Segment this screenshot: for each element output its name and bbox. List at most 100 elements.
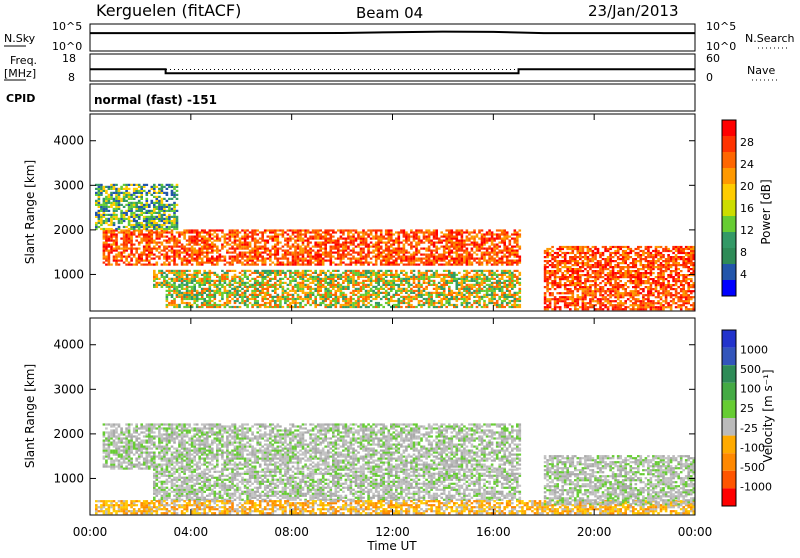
power-cells-cell bbox=[488, 238, 491, 240]
power-cells-cell bbox=[544, 250, 547, 252]
power-cells-cell bbox=[473, 274, 476, 276]
power-cells-cell bbox=[211, 300, 214, 302]
power-cells-cell bbox=[261, 236, 264, 238]
power-cells-cell bbox=[413, 258, 416, 260]
power-cells-cell bbox=[476, 284, 479, 286]
power-cells-cell bbox=[309, 278, 312, 280]
power-cells-cell bbox=[587, 250, 590, 252]
power-cells-cell bbox=[254, 254, 257, 256]
power-cells-cell bbox=[191, 252, 194, 254]
power-cells-cell bbox=[461, 248, 464, 250]
power-cells-cell bbox=[221, 280, 224, 282]
power-cells-cell bbox=[478, 296, 481, 298]
power-cells-cell bbox=[574, 308, 577, 310]
power-cells-cell bbox=[166, 206, 169, 208]
nsky-label: N.Sky bbox=[4, 32, 36, 45]
power-cells-cell bbox=[264, 252, 267, 254]
power-cells-cell bbox=[448, 292, 451, 294]
power-cells-cell bbox=[292, 294, 295, 296]
power-cells-cell bbox=[456, 242, 459, 244]
power-cells-cell bbox=[259, 292, 262, 294]
power-cells-cell bbox=[501, 264, 504, 266]
power-cells-cell bbox=[362, 274, 365, 276]
power-cells-cell bbox=[514, 240, 517, 242]
power-cells-cell bbox=[415, 236, 418, 238]
power-cells-cell bbox=[140, 226, 143, 228]
power-cells-cell bbox=[176, 240, 179, 242]
power-cells-cell bbox=[166, 240, 169, 242]
power-cells-cell bbox=[143, 224, 146, 226]
power-cells-cell bbox=[322, 242, 325, 244]
power-cells-cell bbox=[168, 292, 171, 294]
power-cells-cell bbox=[125, 229, 128, 231]
power-cells-cell bbox=[503, 300, 506, 302]
power-cells-cell bbox=[125, 242, 128, 244]
power-cells-cell bbox=[415, 258, 418, 260]
power-cells-cell bbox=[244, 242, 247, 244]
power-cells-cell bbox=[292, 288, 295, 290]
power-cells-cell bbox=[514, 233, 517, 235]
power-cells-cell bbox=[393, 250, 396, 252]
power-cells-cell bbox=[415, 229, 418, 231]
power-cells-cell bbox=[282, 256, 285, 258]
power-cells-cell bbox=[254, 300, 257, 302]
power-cells-cell bbox=[203, 229, 206, 231]
power-cells-cell bbox=[264, 262, 267, 264]
power-cells-cell bbox=[506, 233, 509, 235]
power-cells-cell bbox=[224, 282, 227, 284]
power-cells-cell bbox=[108, 202, 111, 204]
power-cells-cell bbox=[297, 276, 300, 278]
power-cells-cell bbox=[176, 228, 179, 230]
power-cells-cell bbox=[234, 296, 237, 298]
power-cells-cell bbox=[294, 302, 297, 304]
power-cells-cell bbox=[105, 198, 108, 200]
power-cells-cell bbox=[503, 292, 506, 294]
power-cells-cell bbox=[219, 292, 222, 294]
power-cells-cell bbox=[347, 242, 350, 244]
power-cells-cell bbox=[345, 246, 348, 248]
power-cells-cell bbox=[342, 258, 345, 260]
power-cells-cell bbox=[251, 296, 254, 298]
power-cells-cell bbox=[430, 304, 433, 306]
power-cells-cell bbox=[254, 229, 257, 231]
power-cells-cell bbox=[577, 300, 580, 302]
power-cells-cell bbox=[120, 186, 123, 188]
power-cells-cell bbox=[294, 272, 297, 274]
power-cells-cell bbox=[445, 262, 448, 264]
power-cells-cell bbox=[173, 240, 176, 242]
power-cells-cell bbox=[425, 282, 428, 284]
power-cells-cell bbox=[118, 198, 121, 200]
power-cells-cell bbox=[486, 254, 489, 256]
power-cells-cell bbox=[594, 284, 597, 286]
power-cells-cell bbox=[193, 302, 196, 304]
power-cells-cell bbox=[319, 282, 322, 284]
power-cells-cell bbox=[118, 226, 121, 228]
power-cells-cell bbox=[289, 284, 292, 286]
power-cells-cell bbox=[551, 246, 554, 248]
power-cells-cell bbox=[103, 262, 106, 264]
power-cells-cell bbox=[138, 202, 141, 204]
power-cells-cell bbox=[370, 258, 373, 260]
power-cells-cell bbox=[365, 304, 368, 306]
power-cells-cell bbox=[133, 214, 136, 216]
power-cells-cell bbox=[483, 280, 486, 282]
power-cells-cell bbox=[380, 278, 383, 280]
power-cells-cell bbox=[317, 252, 320, 254]
power-cells-cell bbox=[516, 304, 519, 306]
power-cells-cell bbox=[491, 276, 494, 278]
power-cells-cell bbox=[365, 233, 368, 235]
power-cells-cell bbox=[256, 290, 259, 292]
power-cells-cell bbox=[211, 296, 214, 298]
power-cells-cell bbox=[332, 294, 335, 296]
power-cells-cell bbox=[506, 236, 509, 238]
power-cells-cell bbox=[196, 292, 199, 294]
power-cells-cell bbox=[156, 206, 159, 208]
power-cells-cell bbox=[461, 233, 464, 235]
power-cells-cell bbox=[105, 248, 108, 250]
power-cells-cell bbox=[335, 244, 338, 246]
power-cells-cell bbox=[98, 216, 101, 218]
power-cells-cell bbox=[403, 264, 406, 266]
power-cells-cell bbox=[216, 284, 219, 286]
power-cells-cell bbox=[254, 296, 257, 298]
noise-tick-left-top: 10^5 bbox=[52, 20, 82, 33]
